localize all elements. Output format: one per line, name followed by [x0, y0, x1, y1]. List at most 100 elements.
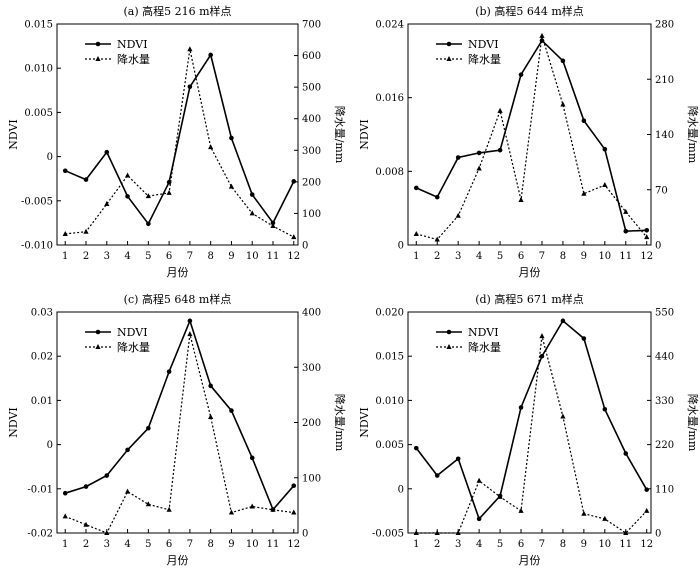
x-tick-label: 5 — [145, 539, 151, 550]
y-tick-label: 0.020 — [375, 308, 404, 319]
precip-point — [644, 507, 650, 513]
precip-point — [291, 509, 297, 515]
precip-point — [83, 521, 89, 527]
x-axis-label: 月份 — [519, 266, 541, 279]
y2-tick-label: 440 — [655, 352, 674, 363]
y2-tick-label: 200 — [302, 177, 321, 188]
precip-point — [270, 506, 276, 512]
precip-point — [124, 488, 131, 494]
y2-tick-label: 700 — [302, 20, 321, 31]
series-line-2 — [64, 333, 294, 534]
series-line-2 — [416, 335, 648, 534]
ndvi-point — [602, 146, 608, 152]
y2-tick-label: 210 — [655, 75, 674, 86]
x-tick-label: 3 — [455, 539, 461, 550]
y-tick-label: -0.005 — [21, 196, 53, 207]
ndvi-point — [581, 336, 587, 341]
chart-panel-3: (c) 高程5 648 m样点-0.02-0.0100.010.020.0301… — [7, 292, 347, 567]
precip-point — [476, 477, 482, 483]
x-tick-label: 11 — [267, 539, 280, 550]
y2-tick-label: 330 — [655, 396, 674, 407]
x-tick-label: 11 — [619, 539, 632, 550]
legend-marker-triangle — [446, 56, 452, 61]
precip-point — [455, 212, 461, 218]
precip-point — [497, 493, 503, 499]
legend-marker-circle — [95, 41, 101, 47]
precip-point — [413, 530, 419, 535]
ndvi-point — [104, 473, 110, 478]
y2-tick-label: 0 — [302, 529, 308, 540]
precip-point — [455, 530, 461, 535]
x-tick-label: 4 — [476, 539, 482, 550]
ndvi-point — [644, 487, 650, 492]
x-tick-label: 4 — [124, 539, 130, 550]
y2-tick-label: 0 — [655, 241, 661, 252]
ndvi-point — [249, 455, 255, 461]
panel-title: (b) 高程5 644 m样点 — [475, 4, 584, 18]
ndvi-point — [83, 177, 89, 182]
y2-tick-label: 200 — [302, 418, 321, 429]
y2-tick-label: 550 — [655, 308, 674, 319]
ndvi-point — [455, 155, 461, 160]
chart-panel-4: (d) 高程5 671 m样点 -0.005 0 0.005 0.010 0.015 0.0… — [358, 292, 700, 567]
x-tick-label: 2 — [434, 539, 440, 550]
chart-panel-2: (b) 高程5 644 m样点00.0080.0160.024070140210… — [358, 4, 700, 279]
x-tick-label: 1 — [413, 539, 419, 550]
y-tick-label: 0 — [398, 484, 404, 495]
legend-label-2: 降水量 — [468, 52, 501, 66]
ndvi-point — [146, 425, 151, 431]
y2-tick-label: 0 — [302, 241, 308, 252]
x-tick-label: 9 — [228, 539, 234, 550]
ndvi-point — [497, 147, 503, 153]
x-tick-label: 7 — [187, 251, 193, 262]
ndvi-point — [560, 318, 566, 324]
x-tick-label: 1 — [62, 251, 68, 262]
x-tick-label: 2 — [83, 251, 89, 262]
y2-tick-label: 100 — [302, 473, 321, 484]
plot-frame — [407, 311, 652, 534]
x-tick-label: 10 — [246, 251, 259, 262]
x-tick-label: 7 — [539, 251, 545, 262]
precip-point — [166, 506, 172, 512]
ndvi-point — [62, 168, 68, 174]
y2-tick-label: 280 — [655, 20, 674, 31]
x-tick-label: 6 — [166, 539, 172, 550]
ndvi-point — [518, 72, 524, 77]
x-tick-label: 4 — [124, 251, 130, 262]
x-tick-label: 11 — [619, 251, 632, 262]
legend-marker-triangle — [446, 344, 452, 349]
legend-label-2: 降水量 — [117, 340, 150, 354]
x-tick-label: 4 — [476, 251, 482, 262]
y-tick-label: 0.03 — [31, 308, 53, 319]
x-tick-label: 10 — [598, 251, 611, 262]
precip-point — [497, 107, 503, 113]
y2-tick-label: 500 — [302, 83, 321, 94]
precip-point — [623, 208, 629, 214]
ndvi-point — [125, 194, 130, 199]
precip-point — [62, 513, 68, 519]
ndvi-point — [539, 353, 545, 359]
y-tick-label: 0.015 — [375, 352, 404, 363]
series-line-2 — [65, 49, 295, 238]
precip-point — [104, 530, 110, 535]
ndvi-point — [476, 516, 482, 522]
precip-point — [208, 144, 214, 150]
chart-panel-1: (a) 高程5 216 m样点 -0.010 -0.005 0 0.005 0.010 0.… — [7, 4, 347, 279]
y2-tick-label: 400 — [302, 114, 321, 125]
x-tick-label: 10 — [598, 539, 611, 550]
ndvi-point — [560, 58, 566, 64]
x-tick-label: 2 — [83, 539, 89, 550]
x-tick-label: 5 — [497, 251, 503, 262]
x-tick-label: 7 — [539, 539, 545, 550]
x-tick-label: 9 — [581, 251, 587, 262]
x-tick-label: 6 — [518, 539, 524, 550]
series-line-1 — [415, 39, 647, 233]
plot-frame — [56, 311, 299, 534]
x-tick-label: 6 — [518, 251, 524, 262]
y-tick-label: 0.005 — [24, 108, 53, 119]
ndvi-point — [208, 52, 213, 58]
x-tick-label: 9 — [228, 251, 234, 262]
x-tick-label: 8 — [560, 251, 566, 262]
series-line-1 — [64, 318, 295, 512]
panel-title: (d) 高程5 671 m样点 — [475, 292, 584, 306]
